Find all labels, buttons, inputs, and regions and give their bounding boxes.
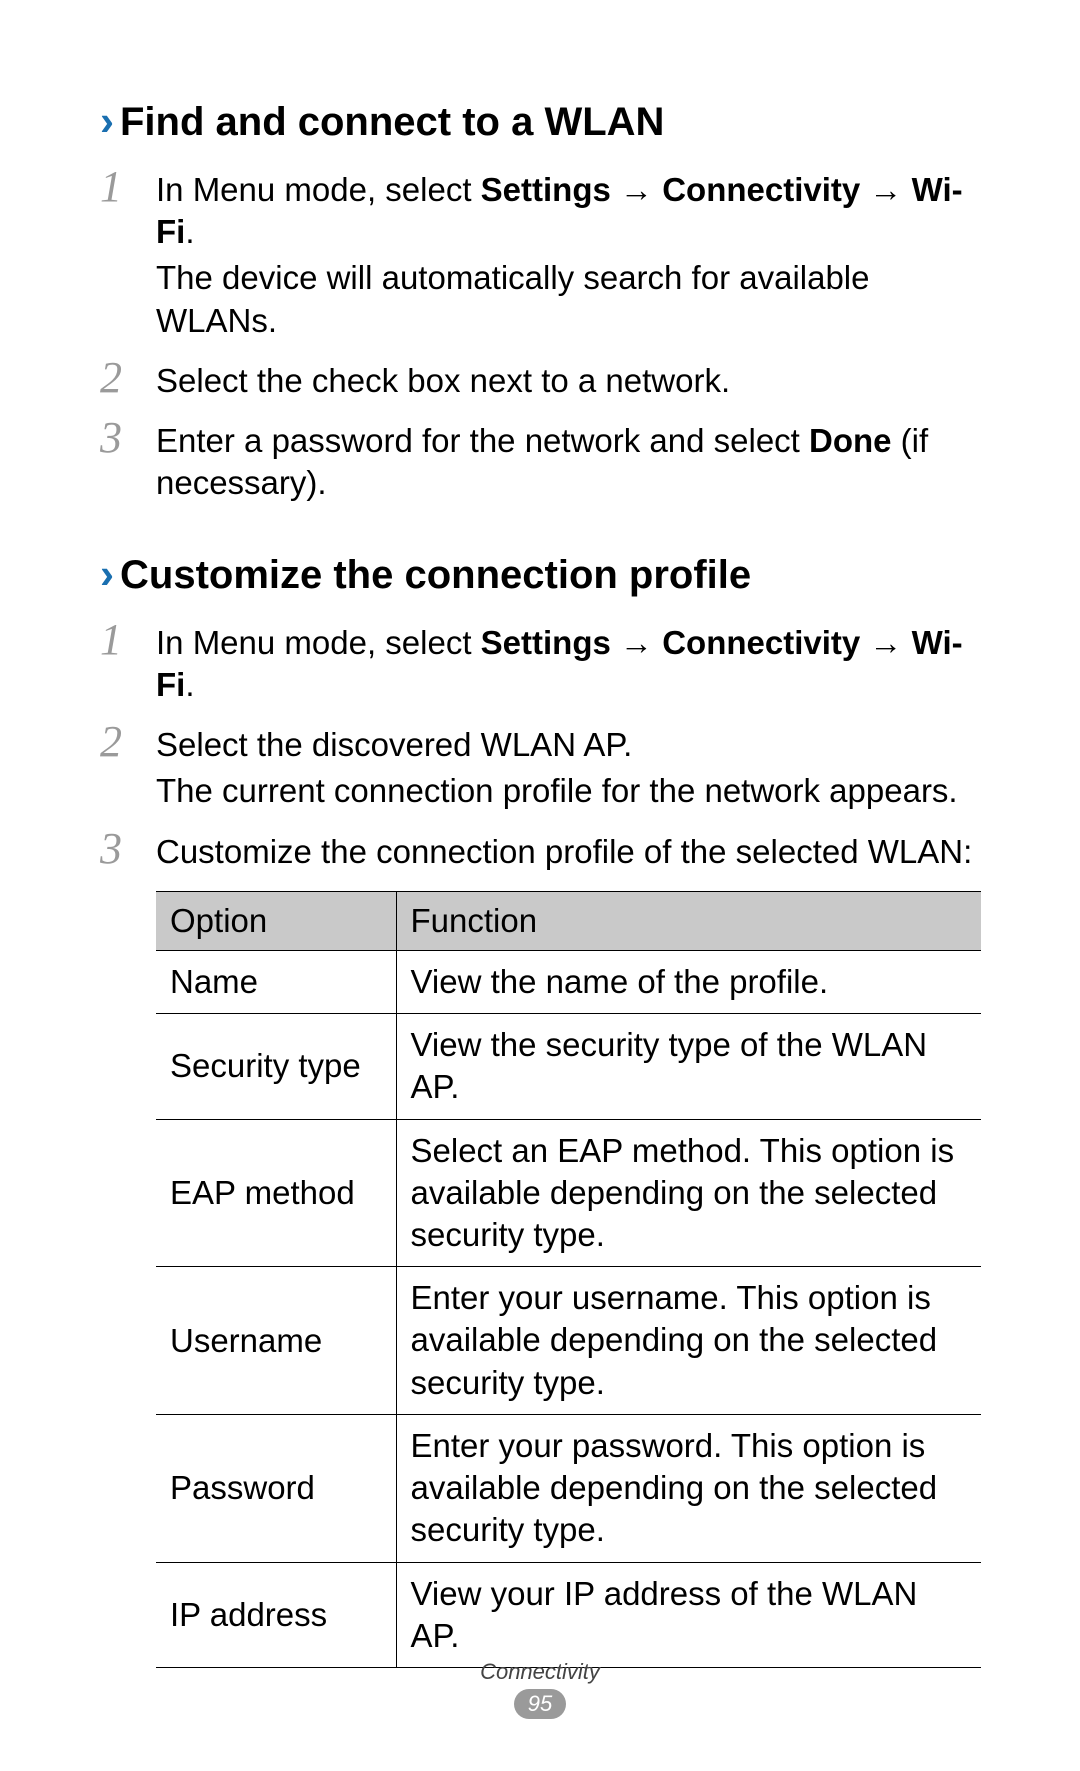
table-row: Security type View the security type of … [156,1014,981,1119]
table-cell-function: View the security type of the WLAN AP. [396,1014,981,1119]
table-row: Username Enter your username. This optio… [156,1267,981,1415]
table-cell-function: View the name of the profile. [396,950,981,1013]
section-heading-customize-profile: › Customize the connection profile [100,553,980,598]
step-body: Select the discovered WLAN AP. The curre… [156,724,980,812]
steps-list-find-wlan: 1 In Menu mode, select Settings → Connec… [100,169,980,505]
table-header-row: Option Function [156,891,981,950]
step-text-suffix: . [185,213,194,250]
steps-list-customize-profile: 1 In Menu mode, select Settings → Connec… [100,622,980,873]
step-text-prefix: In Menu mode, select [156,171,481,208]
chevron-icon: › [100,100,114,142]
step-text-suffix: . [185,666,194,703]
step-text-prefix: Enter a password for the network and sel… [156,422,809,459]
step-bold: Connectivity [662,171,860,208]
table-header-function: Function [396,891,981,950]
step-arrow: → [611,171,662,208]
step-number: 3 [100,827,156,873]
step-arrow: → [860,624,911,661]
table-cell-function: Enter your password. This option is avai… [396,1414,981,1562]
step-bold: Done [809,422,892,459]
step-bold: Connectivity [662,624,860,661]
step-item: 3 Customize the connection profile of th… [100,831,980,873]
table-row: IP address View your IP address of the W… [156,1562,981,1667]
step-item: 2 Select the discovered WLAN AP. The cur… [100,724,980,812]
table-cell-option: Security type [156,1014,396,1119]
section-heading-find-wlan: › Find and connect to a WLAN [100,100,980,145]
step-item: 2 Select the check box next to a network… [100,360,980,402]
table-cell-option: IP address [156,1562,396,1667]
step-line2: The current connection profile for the n… [156,770,980,812]
table-row: Password Enter your password. This optio… [156,1414,981,1562]
manual-page: › Find and connect to a WLAN 1 In Menu m… [0,0,1080,1771]
table-cell-function: View your IP address of the WLAN AP. [396,1562,981,1667]
step-body: In Menu mode, select Settings → Connecti… [156,622,980,706]
table-cell-function: Enter your username. This option is avai… [396,1267,981,1415]
page-footer: Connectivity 95 [0,1659,1080,1719]
step-number: 2 [100,356,156,402]
table-cell-option: Username [156,1267,396,1415]
step-text-prefix: In Menu mode, select [156,624,481,661]
chevron-icon: › [100,553,114,595]
table-row: Name View the name of the profile. [156,950,981,1013]
step-body: Select the check box next to a network. [156,360,980,402]
profile-options-table: Option Function Name View the name of th… [156,891,981,1668]
step-body: Enter a password for the network and sel… [156,420,980,504]
footer-chapter-label: Connectivity [0,1659,1080,1685]
table-cell-option: EAP method [156,1119,396,1267]
table-cell-option: Password [156,1414,396,1562]
step-number: 3 [100,416,156,504]
step-text: Select the discovered WLAN AP. [156,726,632,763]
step-number: 1 [100,618,156,706]
section-title: Customize the connection profile [120,553,751,598]
step-number: 1 [100,165,156,342]
step-line2: The device will automatically search for… [156,257,980,341]
table-row: EAP method Select an EAP method. This op… [156,1119,981,1267]
section-title: Find and connect to a WLAN [120,100,664,145]
table-cell-option: Name [156,950,396,1013]
step-item: 1 In Menu mode, select Settings → Connec… [100,622,980,706]
table-header-option: Option [156,891,396,950]
table-cell-function: Select an EAP method. This option is ava… [396,1119,981,1267]
footer-page-number: 95 [514,1689,566,1719]
step-arrow: → [611,624,662,661]
step-item: 1 In Menu mode, select Settings → Connec… [100,169,980,342]
step-number: 2 [100,720,156,812]
step-arrow: → [860,171,911,208]
step-bold: Settings [481,171,611,208]
step-item: 3 Enter a password for the network and s… [100,420,980,504]
step-bold: Settings [481,624,611,661]
step-body: Customize the connection profile of the … [156,831,980,873]
step-body: In Menu mode, select Settings → Connecti… [156,169,980,342]
